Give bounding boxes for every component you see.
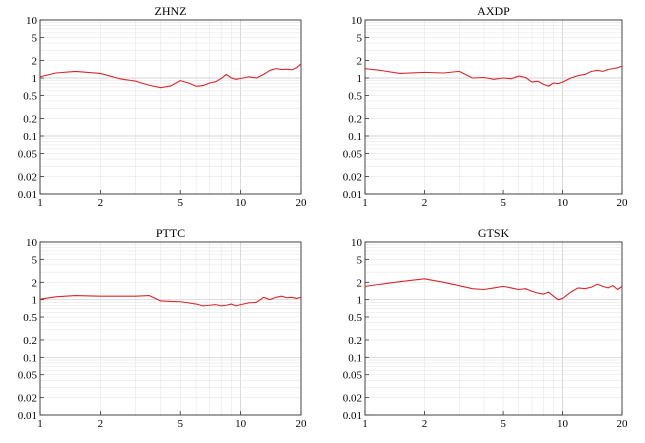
x-tick-label: 5 (500, 197, 506, 209)
y-tick-label: 0.2 (348, 335, 362, 347)
y-tick-label: 0.01 (18, 189, 37, 201)
y-tick-label: 0.5 (348, 312, 362, 324)
gridlines (364, 19, 623, 195)
chart-panel: 1 2 5 10 20 0.01 0.02 0.05 0.1 0.2 0.5 1 2 5 10 PTTC (18, 226, 307, 430)
x-tick-label: 10 (557, 197, 569, 209)
y-tick-label: 5 (357, 32, 363, 44)
y-tick-label: 0.2 (348, 114, 362, 126)
y-tick-label: 0.2 (23, 114, 37, 126)
y-tick-label: 0.02 (343, 172, 362, 184)
y-tick-label: 5 (32, 32, 38, 44)
y-tick-label: 0.05 (343, 370, 363, 382)
x-tick-label: 1 (37, 418, 43, 430)
y-tick-label: 0.02 (343, 393, 362, 405)
y-tick-label: 2 (32, 56, 38, 68)
series-line (364, 65, 623, 87)
x-tick-label: 5 (177, 197, 183, 209)
y-tick-label: 0.02 (18, 172, 37, 184)
y-tick-label: 10 (26, 237, 38, 249)
plot-frame (39, 19, 302, 195)
y-tick-label: 10 (351, 237, 363, 249)
y-tick-label: 0.05 (18, 370, 38, 382)
gridlines (39, 241, 302, 416)
y-tick-label: 0.5 (23, 90, 37, 102)
y-tick-label: 0.01 (343, 189, 362, 201)
series-line (39, 63, 302, 89)
y-tick-label: 10 (26, 15, 38, 27)
x-tick-label: 20 (617, 197, 629, 209)
y-tick-label: 0.2 (23, 335, 37, 347)
panel-title: AXDP (477, 4, 510, 18)
tick-marks (364, 241, 623, 416)
chart-panel: 1 2 5 10 20 0.01 0.02 0.05 0.1 0.2 0.5 1 2 5 10 ZHNZ (18, 4, 307, 209)
panel-title: PTTC (156, 226, 185, 240)
y-tick-label: 10 (351, 15, 363, 27)
tick-marks (39, 19, 302, 195)
gridlines (364, 241, 623, 416)
x-tick-label: 10 (557, 418, 569, 430)
y-tick-label: 1 (357, 73, 363, 85)
gridlines (39, 19, 302, 195)
y-tick-label: 1 (357, 295, 363, 307)
y-tick-label: 0.1 (23, 131, 37, 143)
panel-title: GTSK (478, 226, 510, 240)
chart-panel: 1 2 5 10 20 0.01 0.02 0.05 0.1 0.2 0.5 1 2 5 10 GTSK (343, 226, 628, 430)
plot-frame (364, 19, 623, 195)
y-tick-label: 0.5 (348, 90, 362, 102)
y-tick-label: 5 (32, 254, 38, 266)
y-tick-label: 0.1 (23, 352, 37, 364)
x-tick-label: 1 (362, 418, 368, 430)
y-tick-label: 2 (357, 277, 363, 289)
plot-frame (364, 241, 623, 416)
x-tick-label: 2 (422, 418, 428, 430)
x-tick-label: 20 (296, 418, 308, 430)
y-tick-label: 0.05 (343, 148, 363, 160)
tick-marks (39, 241, 302, 416)
x-tick-label: 10 (235, 418, 247, 430)
series-line (39, 294, 302, 307)
x-tick-label: 5 (500, 418, 506, 430)
y-tick-label: 0.01 (343, 410, 362, 422)
y-tick-label: 5 (357, 254, 363, 266)
panel-title: ZHNZ (155, 4, 187, 18)
x-tick-label: 1 (37, 197, 43, 209)
y-tick-label: 0.5 (23, 312, 37, 324)
y-tick-label: 0.1 (348, 131, 362, 143)
plot-frame (39, 241, 302, 416)
x-tick-label: 20 (617, 418, 629, 430)
x-tick-label: 2 (422, 197, 428, 209)
y-tick-label: 0.01 (18, 410, 37, 422)
y-tick-label: 1 (32, 73, 38, 85)
chart-panel: 1 2 5 10 20 0.01 0.02 0.05 0.1 0.2 0.5 1 2 5 10 AXDP (343, 4, 628, 209)
y-tick-label: 2 (32, 277, 38, 289)
x-tick-label: 5 (177, 418, 183, 430)
x-tick-label: 1 (362, 197, 368, 209)
y-tick-label: 0.1 (348, 352, 362, 364)
y-tick-label: 0.02 (18, 393, 37, 405)
y-tick-label: 2 (357, 56, 363, 68)
x-tick-label: 2 (98, 197, 104, 209)
y-tick-label: 1 (32, 295, 38, 307)
x-tick-label: 2 (98, 418, 104, 430)
x-tick-label: 10 (235, 197, 247, 209)
x-tick-label: 20 (296, 197, 308, 209)
y-tick-label: 0.05 (18, 148, 38, 160)
tick-marks (364, 19, 623, 195)
series-line (364, 278, 623, 301)
